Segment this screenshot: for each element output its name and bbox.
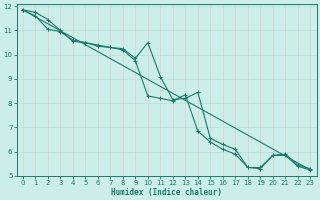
- X-axis label: Humidex (Indice chaleur): Humidex (Indice chaleur): [111, 188, 222, 197]
